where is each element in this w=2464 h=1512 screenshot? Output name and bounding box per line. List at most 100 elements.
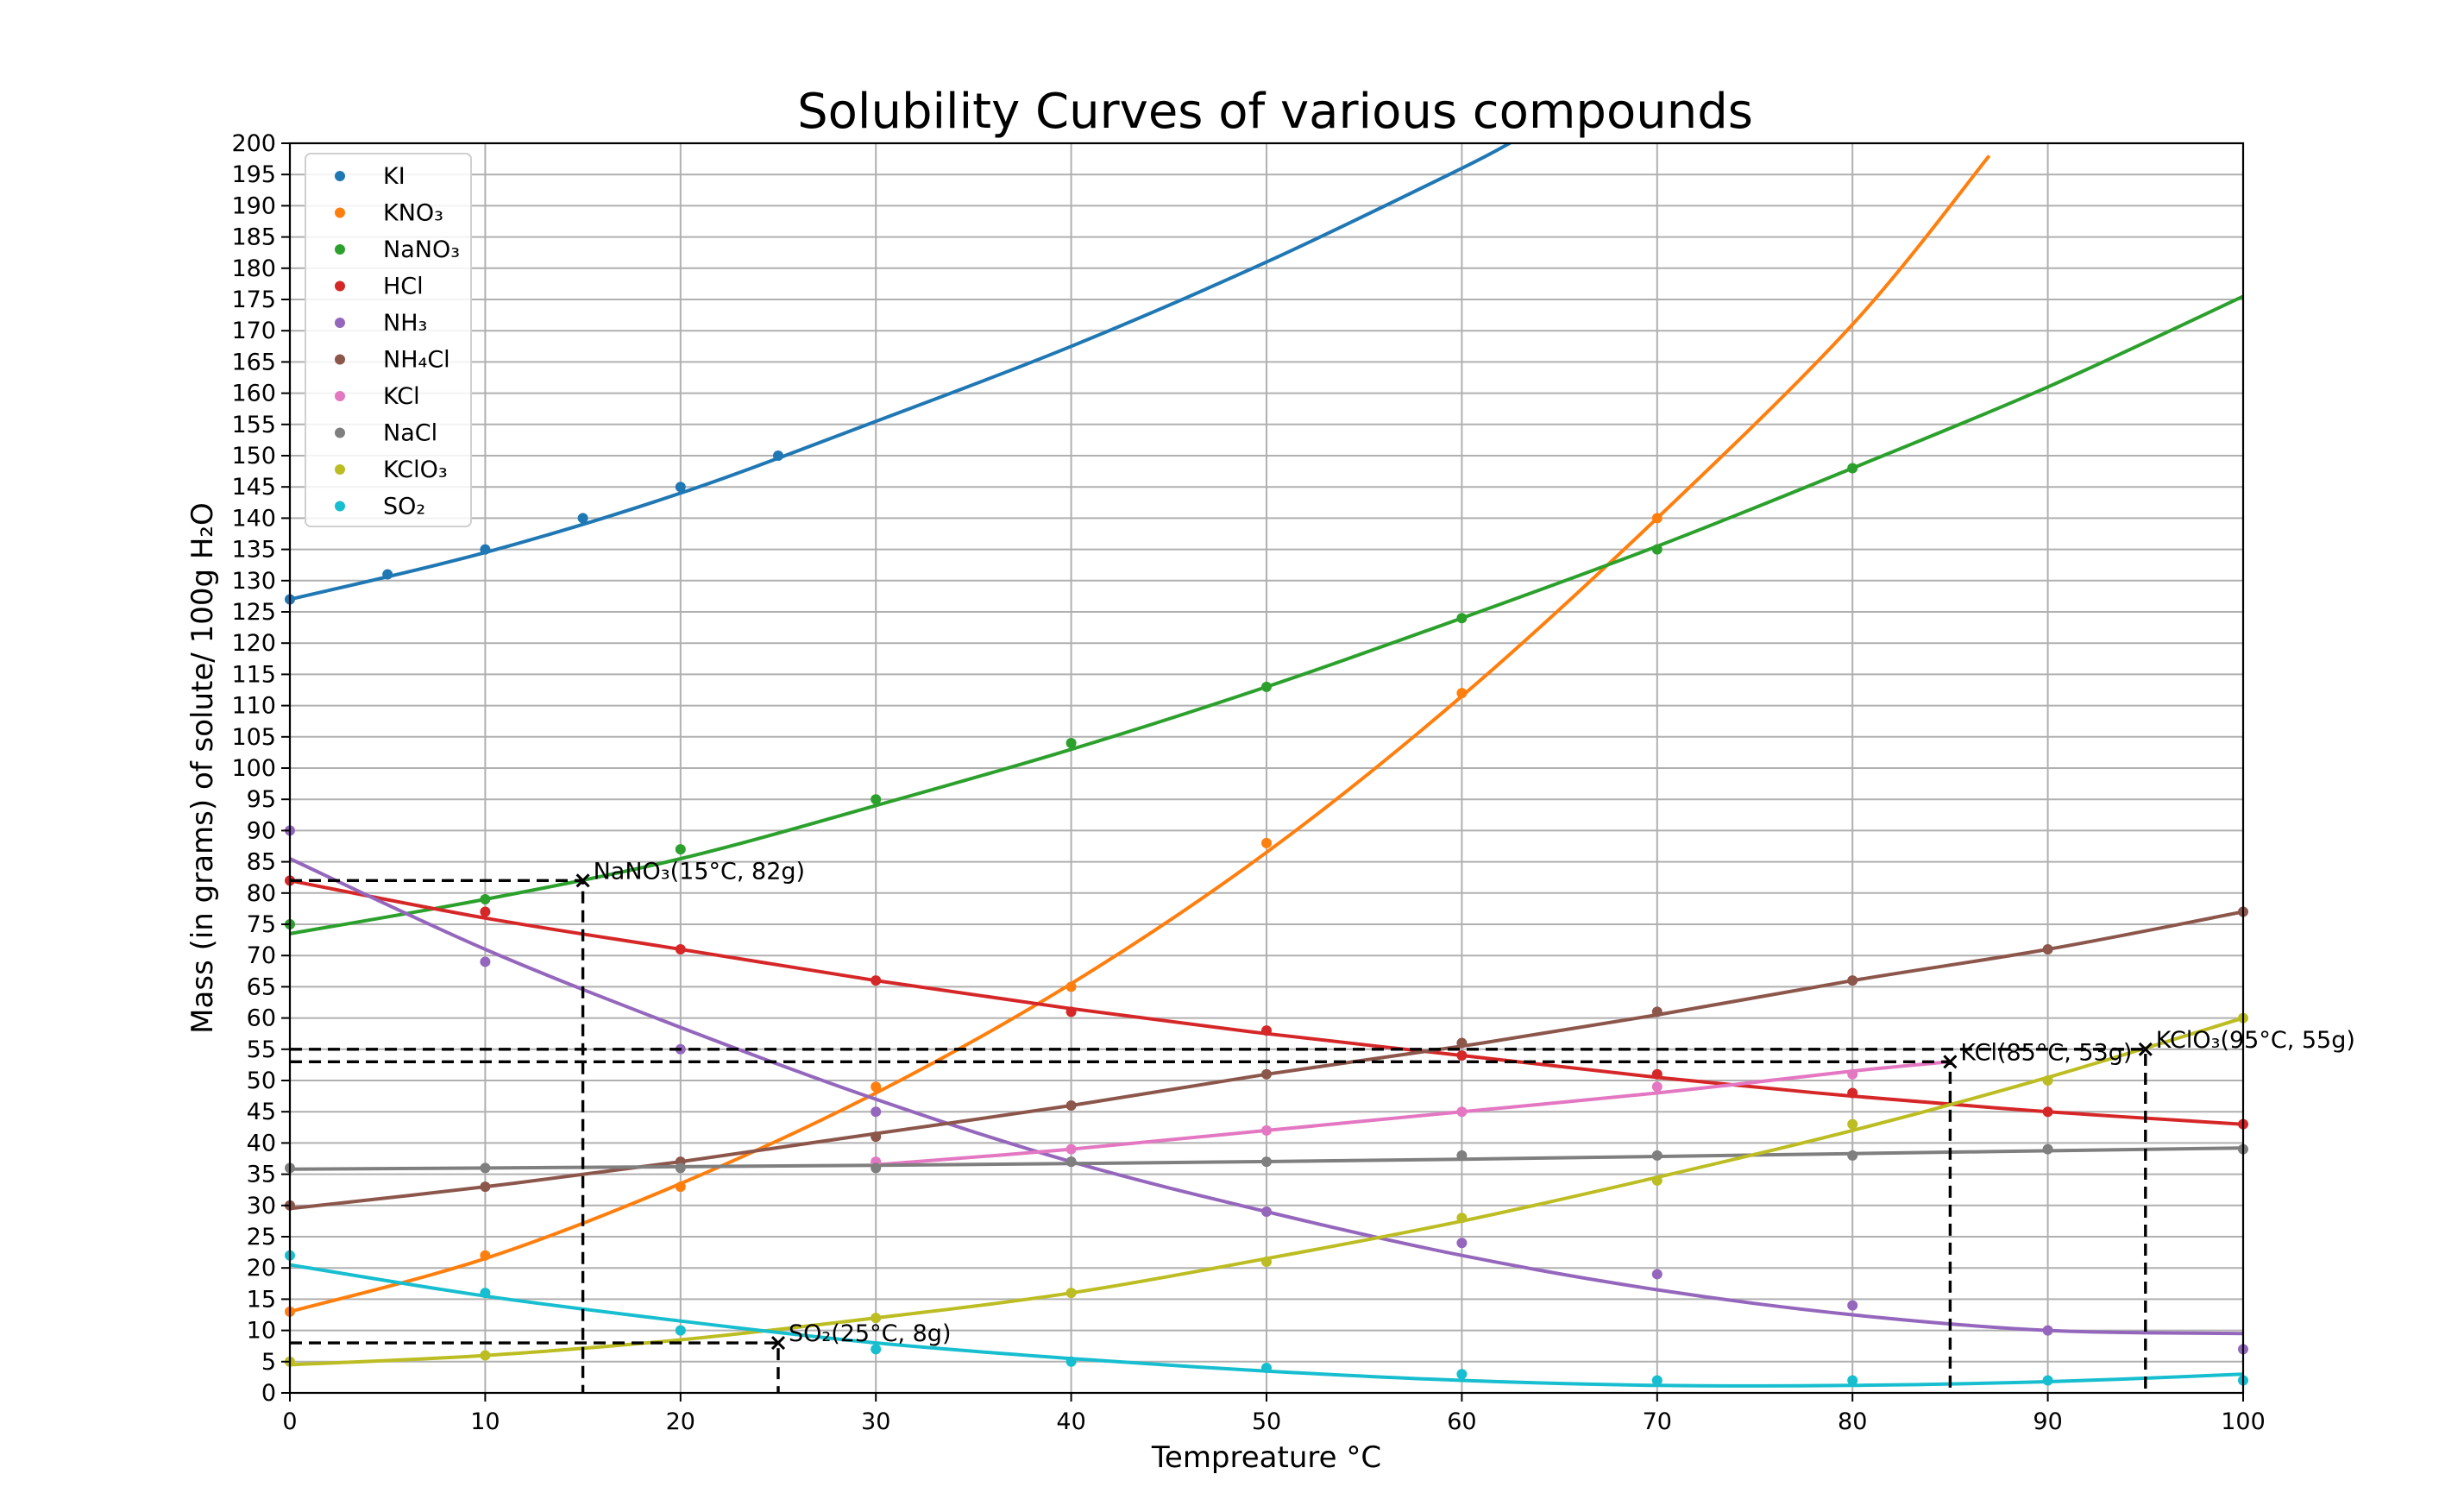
legend-label: SO₂ — [383, 494, 425, 520]
point-so2 — [675, 1325, 686, 1336]
point-nh4cl — [480, 1181, 491, 1193]
point-kclo3 — [480, 1350, 491, 1361]
point-nh3 — [1847, 1300, 1858, 1311]
point-so2 — [1456, 1369, 1468, 1380]
y-tick-label: 55 — [247, 1036, 276, 1063]
point-nacl — [2042, 1143, 2053, 1155]
point-nano3 — [1065, 738, 1077, 749]
point-nh4cl — [1847, 975, 1858, 986]
point-hcl — [675, 943, 686, 954]
x-tick-label: 0 — [282, 1408, 297, 1435]
legend-swatch — [335, 391, 345, 401]
legend-box — [305, 153, 472, 527]
point-so2 — [1651, 1375, 1663, 1386]
y-tick-label: 125 — [231, 599, 276, 626]
x-tick-label: 100 — [2221, 1408, 2266, 1435]
point-ki — [382, 569, 393, 580]
y-tick-label: 150 — [231, 443, 276, 469]
x-tick-label: 90 — [2033, 1408, 2062, 1435]
point-so2 — [871, 1344, 882, 1355]
y-tick-label: 170 — [231, 318, 276, 344]
y-tick-label: 40 — [247, 1130, 276, 1156]
y-tick-label: 135 — [231, 537, 276, 564]
point-nh3 — [1456, 1238, 1468, 1249]
point-nh4cl — [1651, 1006, 1663, 1017]
x-axis-label: Tempreature °C — [1151, 1440, 1381, 1475]
point-nacl — [1065, 1156, 1077, 1168]
y-axis-label: Mass (in grams) of solute/ 100g H₂O — [185, 502, 220, 1034]
point-kno3 — [871, 1081, 882, 1093]
point-ki — [675, 482, 686, 493]
annotation-label: KClO₃(95°C, 55g) — [2156, 1027, 2355, 1054]
legend-swatch — [335, 280, 345, 292]
guide-so2-25-c-8g — [290, 1341, 780, 1393]
marker-kclo3-95-c-55g — [2138, 1042, 2153, 1056]
point-hcl — [871, 975, 882, 986]
curve-kno3 — [290, 154, 1991, 1314]
y-tick-label: 175 — [231, 287, 276, 313]
y-tick-label: 15 — [247, 1286, 276, 1313]
y-tick-label: 140 — [231, 505, 276, 532]
point-hcl — [480, 906, 491, 917]
data-points — [285, 450, 2248, 1386]
point-ki — [577, 513, 588, 524]
point-hcl — [1456, 1050, 1468, 1062]
y-tick-label: 10 — [247, 1318, 276, 1345]
point-nacl — [675, 1162, 686, 1174]
y-tick-label: 65 — [247, 973, 276, 1000]
point-nacl — [480, 1162, 491, 1174]
point-nacl — [1847, 1150, 1858, 1161]
y-tick-label: 165 — [231, 349, 276, 375]
point-kno3 — [1261, 837, 1272, 848]
annotation-label: SO₂(25°C, 8g) — [789, 1320, 951, 1347]
legend-swatch — [335, 318, 345, 328]
point-kcl — [1261, 1125, 1272, 1136]
legend-swatch — [335, 464, 345, 475]
point-kclo3 — [1651, 1175, 1663, 1186]
chart-title: Solubility Curves of various compounds — [797, 84, 1753, 140]
point-hcl — [1847, 1087, 1858, 1099]
y-tick-label: 160 — [231, 381, 276, 407]
point-so2 — [1847, 1375, 1858, 1386]
y-tick-label: 195 — [231, 161, 276, 188]
point-nacl — [871, 1162, 882, 1174]
y-tick-label: 60 — [247, 1005, 276, 1032]
legend-label: KNO₃ — [383, 200, 443, 227]
point-hcl — [1261, 1025, 1272, 1036]
point-nh4cl — [1261, 1068, 1272, 1080]
x-tick-label: 40 — [1056, 1408, 1085, 1435]
marker-so2-25-c-8g — [770, 1336, 786, 1351]
axis-ticks: 0 10 20 30 40 50 60 70 80 90 100 0 5 10 15 20 25 30 35 40 45… — [231, 130, 2265, 1435]
y-tick-label: 190 — [231, 192, 276, 219]
legend-label: KCl — [383, 383, 420, 410]
y-tick-label: 35 — [247, 1162, 276, 1188]
legend: KI KNO₃ NaNO₃ HCl NH₃ NH₄Cl KCl NaCl KClO₃ SO₂ — [305, 153, 472, 527]
y-tick-label: 90 — [247, 817, 276, 844]
point-hcl — [1065, 1006, 1077, 1017]
point-nh3 — [2042, 1325, 2053, 1336]
point-ki — [773, 450, 783, 461]
annotation-label: KCl(85°C, 53g) — [1960, 1039, 2132, 1066]
guide-kclo3-95-c-55g — [290, 1048, 2147, 1393]
legend-swatch — [335, 501, 345, 512]
point-kno3 — [1651, 513, 1663, 524]
point-kno3 — [480, 1250, 491, 1261]
y-tick-label: 130 — [231, 568, 276, 595]
point-nano3 — [1261, 681, 1272, 692]
marker-kcl-85-c-53g — [1943, 1055, 1958, 1069]
y-tick-label: 110 — [231, 693, 276, 720]
y-tick-label: 200 — [231, 130, 276, 157]
y-tick-label: 180 — [231, 255, 276, 282]
point-kclo3 — [871, 1313, 882, 1324]
point-nano3 — [1456, 613, 1468, 624]
y-tick-label: 155 — [231, 412, 276, 438]
point-kclo3 — [1261, 1256, 1272, 1267]
point-nano3 — [675, 844, 686, 855]
y-tick-label: 100 — [231, 755, 276, 782]
point-nacl — [1456, 1150, 1468, 1161]
legend-label: HCl — [383, 274, 424, 300]
y-tick-label: 120 — [231, 630, 276, 657]
y-tick-label: 50 — [247, 1068, 276, 1094]
y-tick-label: 80 — [247, 880, 276, 907]
